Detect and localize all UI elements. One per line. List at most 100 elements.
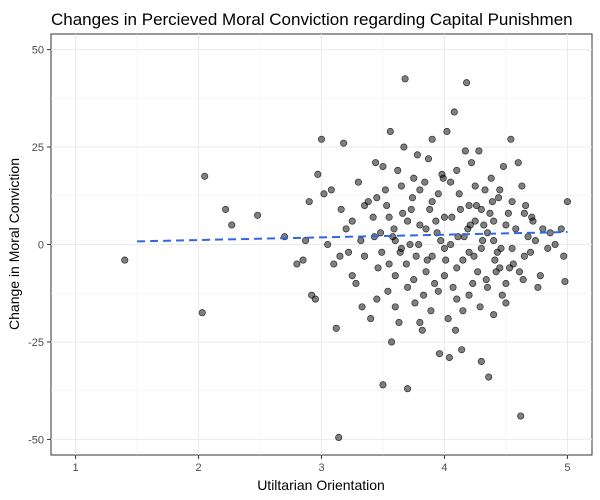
data-point (466, 221, 474, 229)
data-point (372, 159, 380, 167)
data-point (394, 166, 402, 174)
data-point (327, 186, 335, 194)
data-point (561, 277, 569, 286)
data-point (539, 225, 547, 233)
data-point (502, 279, 510, 288)
data-point (453, 264, 461, 272)
data-point (369, 213, 377, 221)
data-point (518, 182, 526, 190)
data-point (428, 198, 436, 206)
data-point (418, 326, 426, 334)
data-point (514, 159, 522, 167)
data-point (360, 252, 369, 260)
data-point (455, 190, 463, 198)
data-point (490, 311, 498, 319)
data-point (320, 190, 328, 198)
data-point (406, 240, 414, 249)
data-point (471, 217, 479, 225)
data-point (330, 260, 338, 268)
data-point (360, 201, 369, 210)
data-point (390, 225, 398, 233)
data-point (440, 272, 449, 280)
data-point (386, 127, 394, 136)
data-point (416, 186, 424, 194)
data-point (352, 279, 360, 288)
data-point (534, 283, 542, 291)
data-point (422, 225, 430, 233)
data-point (404, 217, 412, 225)
data-point (201, 172, 209, 180)
data-point (490, 237, 498, 245)
data-point (522, 201, 530, 210)
data-point (496, 186, 504, 194)
data-point (354, 178, 362, 186)
data-point (440, 244, 449, 252)
data-point (357, 237, 365, 245)
data-point (388, 338, 396, 346)
data-point (502, 221, 510, 229)
x-tick-label: 4 (441, 462, 447, 474)
data-point (416, 221, 424, 229)
data-point (453, 295, 461, 303)
data-point (434, 190, 442, 198)
data-point (367, 315, 375, 323)
data-point (428, 135, 436, 143)
data-point (395, 318, 403, 327)
data-point (348, 217, 356, 225)
data-point (434, 287, 442, 295)
data-point (524, 233, 532, 241)
data-point (481, 186, 489, 194)
data-point (485, 373, 493, 381)
data-point (344, 248, 353, 256)
data-point (491, 256, 499, 264)
data-point (337, 205, 345, 213)
data-point (336, 252, 344, 260)
data-point (399, 209, 407, 217)
data-point (449, 283, 457, 291)
data-point (479, 237, 487, 245)
data-point (477, 244, 485, 252)
data-point (332, 324, 340, 332)
data-point (421, 178, 429, 186)
data-point (498, 291, 506, 299)
data-point (453, 166, 461, 174)
data-point (536, 272, 544, 280)
data-point (483, 283, 492, 291)
data-point (512, 225, 520, 233)
data-point (507, 135, 515, 143)
data-point (435, 350, 444, 358)
data-point (428, 252, 436, 260)
chart-title: Changes in Percieved Moral Conviction re… (51, 10, 573, 29)
data-point (506, 264, 514, 272)
data-point (467, 159, 476, 167)
data-point (465, 201, 473, 210)
data-point (495, 194, 503, 202)
data-point (459, 307, 467, 315)
data-point (391, 272, 399, 280)
data-point (463, 79, 471, 87)
data-point (301, 237, 310, 245)
data-point (520, 209, 528, 217)
data-point (456, 205, 464, 213)
data-point (519, 276, 527, 284)
data-point (490, 217, 498, 225)
data-point (458, 346, 466, 354)
data-point (400, 143, 408, 151)
data-point (373, 295, 381, 303)
data-point (480, 221, 488, 229)
data-point (520, 252, 528, 260)
data-point (439, 174, 447, 182)
data-point (508, 244, 516, 252)
data-point (413, 151, 421, 159)
data-point (314, 170, 322, 178)
data-point (404, 385, 412, 393)
data-point (324, 240, 332, 249)
data-point (557, 225, 565, 233)
data-point (383, 201, 391, 210)
data-point (476, 303, 484, 311)
data-point (402, 260, 410, 268)
data-point (488, 198, 496, 206)
data-point (526, 248, 535, 256)
data-point (358, 303, 366, 311)
